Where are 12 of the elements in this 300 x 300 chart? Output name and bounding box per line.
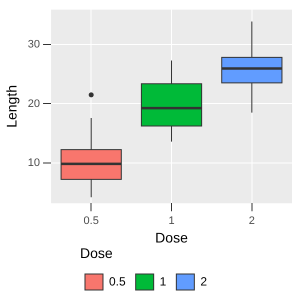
x-tick-label: 0.5 bbox=[84, 214, 99, 227]
legend-label: 0.5 bbox=[108, 274, 126, 288]
y-axis-title: Length bbox=[3, 84, 20, 128]
legend-label: 1 bbox=[160, 274, 167, 288]
x-tick-label: 2 bbox=[248, 214, 255, 227]
y-tick-label: 10 bbox=[28, 156, 40, 169]
x-tick-label: 1 bbox=[168, 214, 175, 227]
x-axis-title: Dose bbox=[155, 230, 188, 246]
legend-title: Dose bbox=[80, 245, 113, 262]
y-tick-label: 30 bbox=[28, 38, 40, 51]
legend-label: 2 bbox=[200, 274, 208, 288]
y-tick-label: 20 bbox=[28, 98, 40, 110]
